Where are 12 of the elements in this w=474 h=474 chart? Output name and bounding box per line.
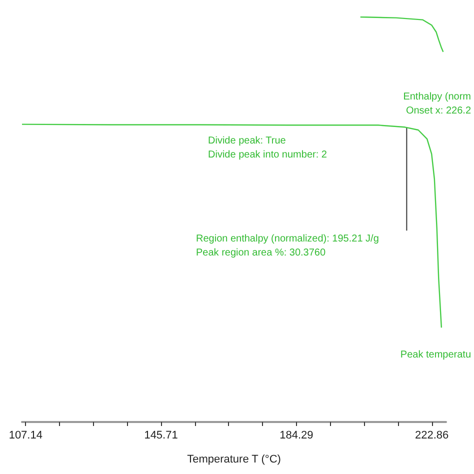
annotation: Peak temperatu	[400, 350, 472, 360]
x-axis-title: Temperature T (°C)	[187, 454, 281, 466]
x-tick-label: 222.86	[414, 430, 449, 442]
annotation: Divide peak into number: 2	[208, 150, 328, 160]
x-tick-label: 107.14	[8, 430, 42, 442]
annotation: Peak region area %: 30.3760	[196, 248, 326, 258]
annotation: Enthalpy (norm	[403, 92, 472, 102]
annotation: Divide peak: True	[208, 136, 286, 146]
x-tick-label: 184.29	[280, 430, 314, 442]
annotation: Onset x: 226.2	[406, 106, 472, 116]
annotation: Region enthalpy (normalized): 195.21 J/g	[196, 234, 379, 244]
x-tick-label: 145.71	[144, 430, 178, 442]
